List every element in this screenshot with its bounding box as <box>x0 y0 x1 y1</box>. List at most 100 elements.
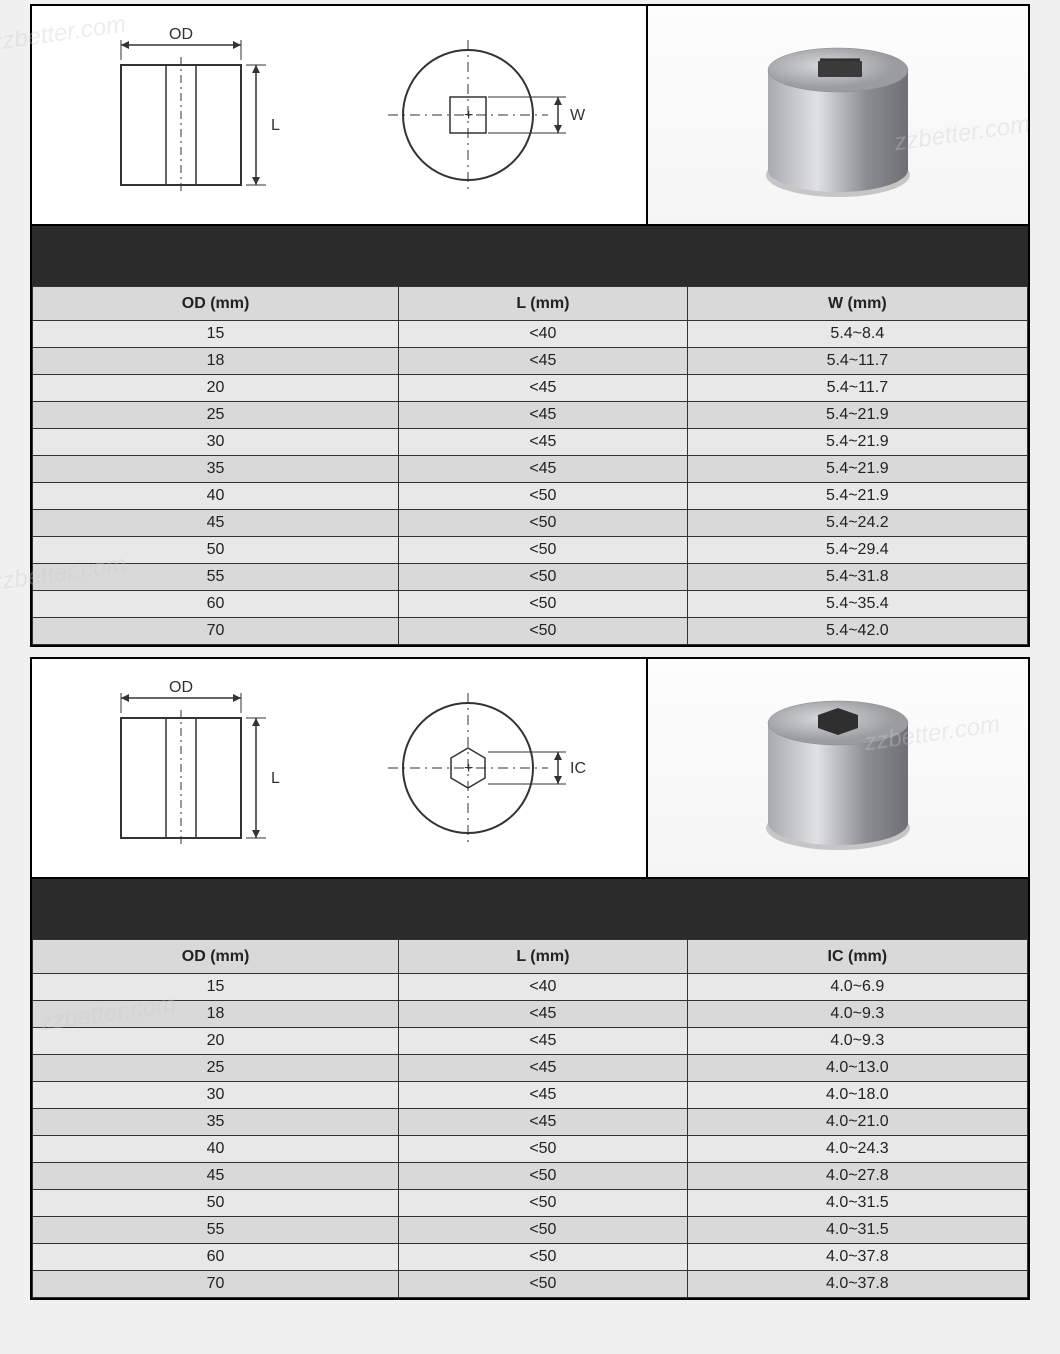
table-cell: 35 <box>33 1109 399 1136</box>
diagram-row: OD L + <box>32 659 1028 879</box>
table-header: OD (mm) <box>33 940 399 974</box>
table-row: 60<504.0~37.8 <box>33 1244 1028 1271</box>
table-row: 70<505.4~42.0 <box>33 618 1028 645</box>
spec-table-hex: OD (mm)L (mm)IC (mm) 15<404.0~6.918<454.… <box>32 939 1028 1298</box>
table-cell: 30 <box>33 1082 399 1109</box>
svg-text:+: + <box>464 760 473 777</box>
table-row: 15<405.4~8.4 <box>33 321 1028 348</box>
table-cell: 5.4~21.9 <box>687 402 1027 429</box>
svg-text:+: + <box>464 107 473 124</box>
table-row: 30<454.0~18.0 <box>33 1082 1028 1109</box>
render-3d <box>648 659 1028 877</box>
technical-drawing: OD L + <box>32 659 648 877</box>
table-cell: <50 <box>399 483 688 510</box>
table-cell: 4.0~37.8 <box>687 1271 1027 1298</box>
table-cell: <45 <box>399 1001 688 1028</box>
table-row: 45<505.4~24.2 <box>33 510 1028 537</box>
table-cell: <40 <box>399 321 688 348</box>
table-header: W (mm) <box>687 287 1027 321</box>
table-cell: <50 <box>399 591 688 618</box>
table-cell: 70 <box>33 618 399 645</box>
table-row: 18<455.4~11.7 <box>33 348 1028 375</box>
table-row: 50<504.0~31.5 <box>33 1190 1028 1217</box>
table-row: 70<504.0~37.8 <box>33 1271 1028 1298</box>
table-cell: 15 <box>33 974 399 1001</box>
table-cell: 5.4~35.4 <box>687 591 1027 618</box>
top-view-drawing: + IC <box>358 668 598 868</box>
table-cell: <45 <box>399 1055 688 1082</box>
table-cell: 45 <box>33 1163 399 1190</box>
table-cell: 30 <box>33 429 399 456</box>
table-cell: 5.4~29.4 <box>687 537 1027 564</box>
table-cell: 4.0~31.5 <box>687 1190 1027 1217</box>
table-row: 40<505.4~21.9 <box>33 483 1028 510</box>
table-row: 35<454.0~21.0 <box>33 1109 1028 1136</box>
table-cell: 4.0~37.8 <box>687 1244 1027 1271</box>
table-cell: 4.0~27.8 <box>687 1163 1027 1190</box>
table-cell: <50 <box>399 1271 688 1298</box>
table-cell: <45 <box>399 1082 688 1109</box>
table-cell: 5.4~21.9 <box>687 483 1027 510</box>
table-header: L (mm) <box>399 940 688 974</box>
table-cell: <45 <box>399 1109 688 1136</box>
spec-table-square: OD (mm)L (mm)W (mm) 15<405.4~8.418<455.4… <box>32 286 1028 645</box>
od-label: OD <box>169 26 193 43</box>
table-cell: <45 <box>399 1028 688 1055</box>
table-cell: <50 <box>399 1163 688 1190</box>
table-cell: <50 <box>399 1217 688 1244</box>
table-cell: <40 <box>399 974 688 1001</box>
table-row: 35<455.4~21.9 <box>33 456 1028 483</box>
table-cell: 5.4~21.9 <box>687 429 1027 456</box>
table-row: 25<454.0~13.0 <box>33 1055 1028 1082</box>
table-cell: 15 <box>33 321 399 348</box>
table-row: 55<505.4~31.8 <box>33 564 1028 591</box>
section-hex-die: OD L + <box>30 657 1030 1300</box>
table-cell: 50 <box>33 1190 399 1217</box>
table-row: 20<455.4~11.7 <box>33 375 1028 402</box>
diagram-row: OD L <box>32 6 1028 226</box>
table-row: 60<505.4~35.4 <box>33 591 1028 618</box>
w-label: W <box>570 107 586 124</box>
table-row: 55<504.0~31.5 <box>33 1217 1028 1244</box>
table-row: 45<504.0~27.8 <box>33 1163 1028 1190</box>
top-view-drawing: + W <box>358 15 598 215</box>
table-cell: 55 <box>33 1217 399 1244</box>
table-cell: <45 <box>399 402 688 429</box>
table-cell: 4.0~9.3 <box>687 1001 1027 1028</box>
l-label: L <box>271 770 280 787</box>
l-label: L <box>271 117 280 134</box>
table-header: IC (mm) <box>687 940 1027 974</box>
table-cell: <45 <box>399 348 688 375</box>
table-cell: 4.0~13.0 <box>687 1055 1027 1082</box>
table-cell: 5.4~8.4 <box>687 321 1027 348</box>
table-cell: 18 <box>33 348 399 375</box>
table-cell: 5.4~24.2 <box>687 510 1027 537</box>
table-cell: <50 <box>399 1190 688 1217</box>
table-cell: <50 <box>399 1136 688 1163</box>
table-cell: 25 <box>33 402 399 429</box>
page: zzbetter.com zzbetter.com zzbetter.com z… <box>0 0 1060 1300</box>
technical-drawing: OD L <box>32 6 648 224</box>
table-cell: 25 <box>33 1055 399 1082</box>
table-row: 25<455.4~21.9 <box>33 402 1028 429</box>
table-header: OD (mm) <box>33 287 399 321</box>
table-cell: 5.4~11.7 <box>687 348 1027 375</box>
table-row: 30<455.4~21.9 <box>33 429 1028 456</box>
table-cell: <45 <box>399 456 688 483</box>
side-view-drawing: OD L <box>81 668 281 868</box>
table-cell: <50 <box>399 510 688 537</box>
table-cell: 40 <box>33 483 399 510</box>
table-cell: 50 <box>33 537 399 564</box>
dark-band <box>32 226 1028 286</box>
section-square-die: OD L <box>30 4 1030 647</box>
table-cell: 4.0~18.0 <box>687 1082 1027 1109</box>
side-view-drawing: OD L <box>81 15 281 215</box>
table-cell: 20 <box>33 375 399 402</box>
table-cell: 4.0~31.5 <box>687 1217 1027 1244</box>
table-cell: 40 <box>33 1136 399 1163</box>
table-cell: <45 <box>399 375 688 402</box>
table-cell: <50 <box>399 537 688 564</box>
table-cell: 20 <box>33 1028 399 1055</box>
table-row: 18<454.0~9.3 <box>33 1001 1028 1028</box>
table-cell: 55 <box>33 564 399 591</box>
